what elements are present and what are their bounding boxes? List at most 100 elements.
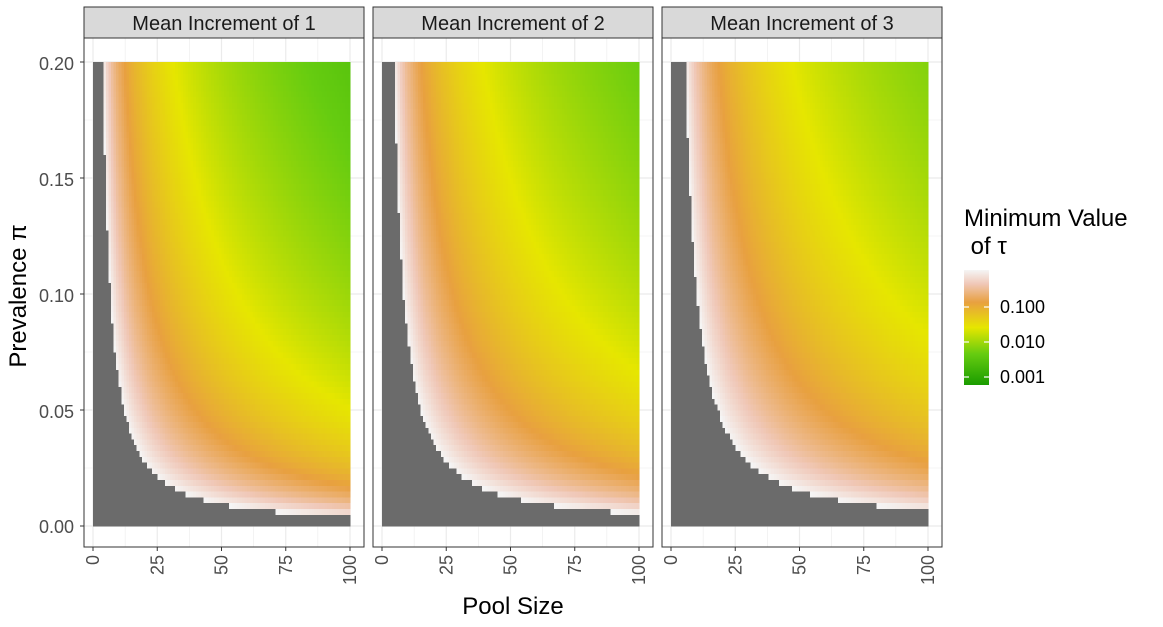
heat-tile [96,306,99,312]
heat-tile [196,311,199,317]
heat-tile [183,364,186,370]
heat-tile [111,224,114,230]
heat-tile [204,120,207,126]
heat-tile [137,103,140,109]
heat-tile [219,282,222,288]
heat-tile [132,149,135,155]
heat-tile [170,178,173,184]
heat-tile [201,149,204,155]
heat-tile [96,190,99,196]
heat-tile [216,190,219,196]
heat-tile [234,242,237,248]
heat-tile [193,207,196,213]
heat-tile [160,398,163,404]
heat-tile [222,79,225,85]
heat-tile [155,311,158,317]
heat-tile [214,503,217,509]
heat-tile [129,190,132,196]
heat-tile [101,317,104,323]
heat-tile [224,155,227,161]
heat-tile [193,265,196,271]
heat-tile [124,79,127,85]
heat-tile [134,85,137,91]
heat-tile [96,149,99,155]
heat-tile [119,340,122,346]
heat-tile [160,462,163,468]
heat-tile [186,393,189,399]
heat-tile [219,439,222,445]
heat-tile [219,503,222,509]
heat-tile [108,271,111,277]
heat-tile [106,364,109,370]
heat-tile [173,132,176,138]
heat-tile [165,427,168,433]
heat-tile [186,288,189,294]
heat-tile [180,62,183,68]
heat-tile [250,410,253,416]
heat-tile [144,120,147,126]
heat-tile [242,462,245,468]
heat-tile [155,480,158,486]
heat-tile [211,468,214,474]
heat-tile [173,259,176,265]
heat-tile [137,126,140,132]
heat-tile [175,433,178,439]
heat-tile [162,137,165,143]
heat-tile [178,265,181,271]
heat-tile [152,329,155,335]
heat-tile [201,329,204,335]
heat-tile [219,317,222,323]
heat-tile [103,375,106,381]
heat-tile [188,329,191,335]
heat-tile [116,62,119,68]
heat-tile [211,300,214,306]
heat-tile [222,161,225,167]
heat-tile [191,190,194,196]
heat-tile [173,509,176,515]
heat-tile [232,172,235,178]
heat-tile [188,306,191,312]
heat-tile [224,393,227,399]
heat-tile [232,514,235,520]
heat-tile [180,155,183,161]
heat-tile [209,335,212,341]
heat-tile [108,451,111,457]
heat-tile [129,120,132,126]
heat-tile [129,503,132,509]
heat-tile [116,149,119,155]
heat-tile [250,294,253,300]
heat-tile [106,329,109,335]
heat-tile [103,166,106,172]
heat-tile [103,520,106,526]
heat-tile [155,62,158,68]
heat-tile [168,85,171,91]
heat-tile [209,468,212,474]
heat-tile [186,520,189,526]
heat-tile [170,155,173,161]
heat-tile [196,184,199,190]
heat-tile [170,445,173,451]
heat-tile [111,369,114,375]
heat-tile [180,85,183,91]
heat-tile [196,503,199,509]
heat-tile [160,236,163,242]
heat-tile [137,172,140,178]
heat-tile [201,195,204,201]
heat-tile [245,242,248,248]
heat-tile [121,503,124,509]
heat-tile [157,62,160,68]
heat-tile [219,103,222,109]
heat-tile [242,149,245,155]
heat-tile [211,178,214,184]
heat-tile [222,178,225,184]
heat-tile [168,520,171,526]
heat-tile [147,259,150,265]
heat-tile [121,381,124,387]
heat-tile [114,323,117,329]
heat-tile [232,456,235,462]
heat-tile [165,74,168,80]
heat-tile [111,120,114,126]
heat-tile [227,422,230,428]
heat-tile [229,340,232,346]
heat-tile [229,91,232,97]
